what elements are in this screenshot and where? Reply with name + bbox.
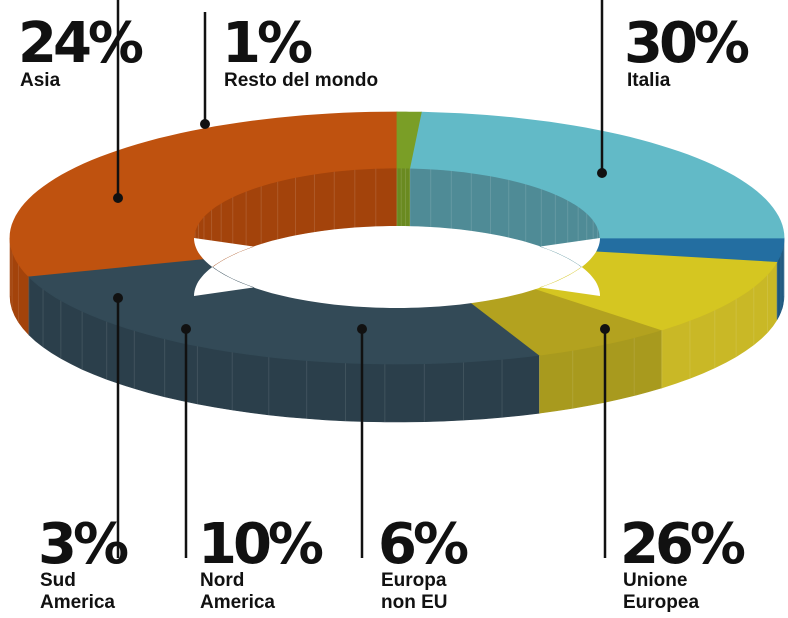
donut-hole <box>194 226 600 308</box>
slice-pct-europa-non-eu: 6% <box>378 512 468 577</box>
slice-pct-unione-europea: 26% <box>620 512 745 577</box>
label-europa-non-eu: 6% Europa non EU <box>378 512 472 613</box>
label-sud-america: 3% Sud America <box>38 512 132 613</box>
donut-top-faces <box>9 111 785 365</box>
label-nord-america: 10% Nord America <box>198 512 327 613</box>
callouts <box>113 0 610 558</box>
callout-dot-unione-europea <box>600 324 610 334</box>
slice-resto-del-mondo <box>396 111 422 169</box>
slice-name-asia: Asia <box>20 70 61 91</box>
slice-pct-resto-del-mondo: 1% <box>222 11 312 76</box>
slice-name-resto-del-mondo: Resto del mondo <box>224 70 378 91</box>
slice-pct-nord-america: 10% <box>198 512 323 577</box>
slice-europa-non-eu <box>470 288 664 356</box>
callout-dot-italia <box>597 168 607 178</box>
slice-pct-sud-america: 3% <box>38 512 128 577</box>
slice-pct-asia: 24% <box>18 11 143 76</box>
callout-dot-europa-non-eu <box>357 324 367 334</box>
inner-wall-resto-del-mondo <box>396 167 411 227</box>
slice-pct-italia: 30% <box>624 11 749 76</box>
donut-hole-floor <box>194 226 600 308</box>
slice-name-unione-europea-2: Europea <box>623 592 699 613</box>
callout-dot-asia <box>113 193 123 203</box>
label-unione-europea: 26% Unione Europea <box>620 512 749 613</box>
donut-outer-walls <box>9 237 785 423</box>
label-italia: 30% Italia <box>624 11 753 91</box>
slice-name-europa-non-eu-2: non EU <box>381 592 448 613</box>
slice-name-nord-america-2: America <box>200 592 275 613</box>
slice-name-sud-america-1: Sud <box>40 570 76 591</box>
callout-dot-resto-del-mondo <box>200 119 210 129</box>
label-asia: 24% Asia <box>18 11 147 91</box>
slice-name-nord-america-1: Nord <box>200 570 244 591</box>
label-resto-del-mondo: 1% Resto del mondo <box>222 11 378 91</box>
slice-name-unione-europea-1: Unione <box>623 570 687 591</box>
slice-name-italia: Italia <box>627 70 671 91</box>
slice-name-sud-america-2: America <box>40 592 115 613</box>
slice-name-europa-non-eu-1: Europa <box>381 570 447 591</box>
callout-dot-nord-america <box>181 324 191 334</box>
callout-dot-sud-america <box>113 293 123 303</box>
donut-inner-walls <box>193 167 601 297</box>
